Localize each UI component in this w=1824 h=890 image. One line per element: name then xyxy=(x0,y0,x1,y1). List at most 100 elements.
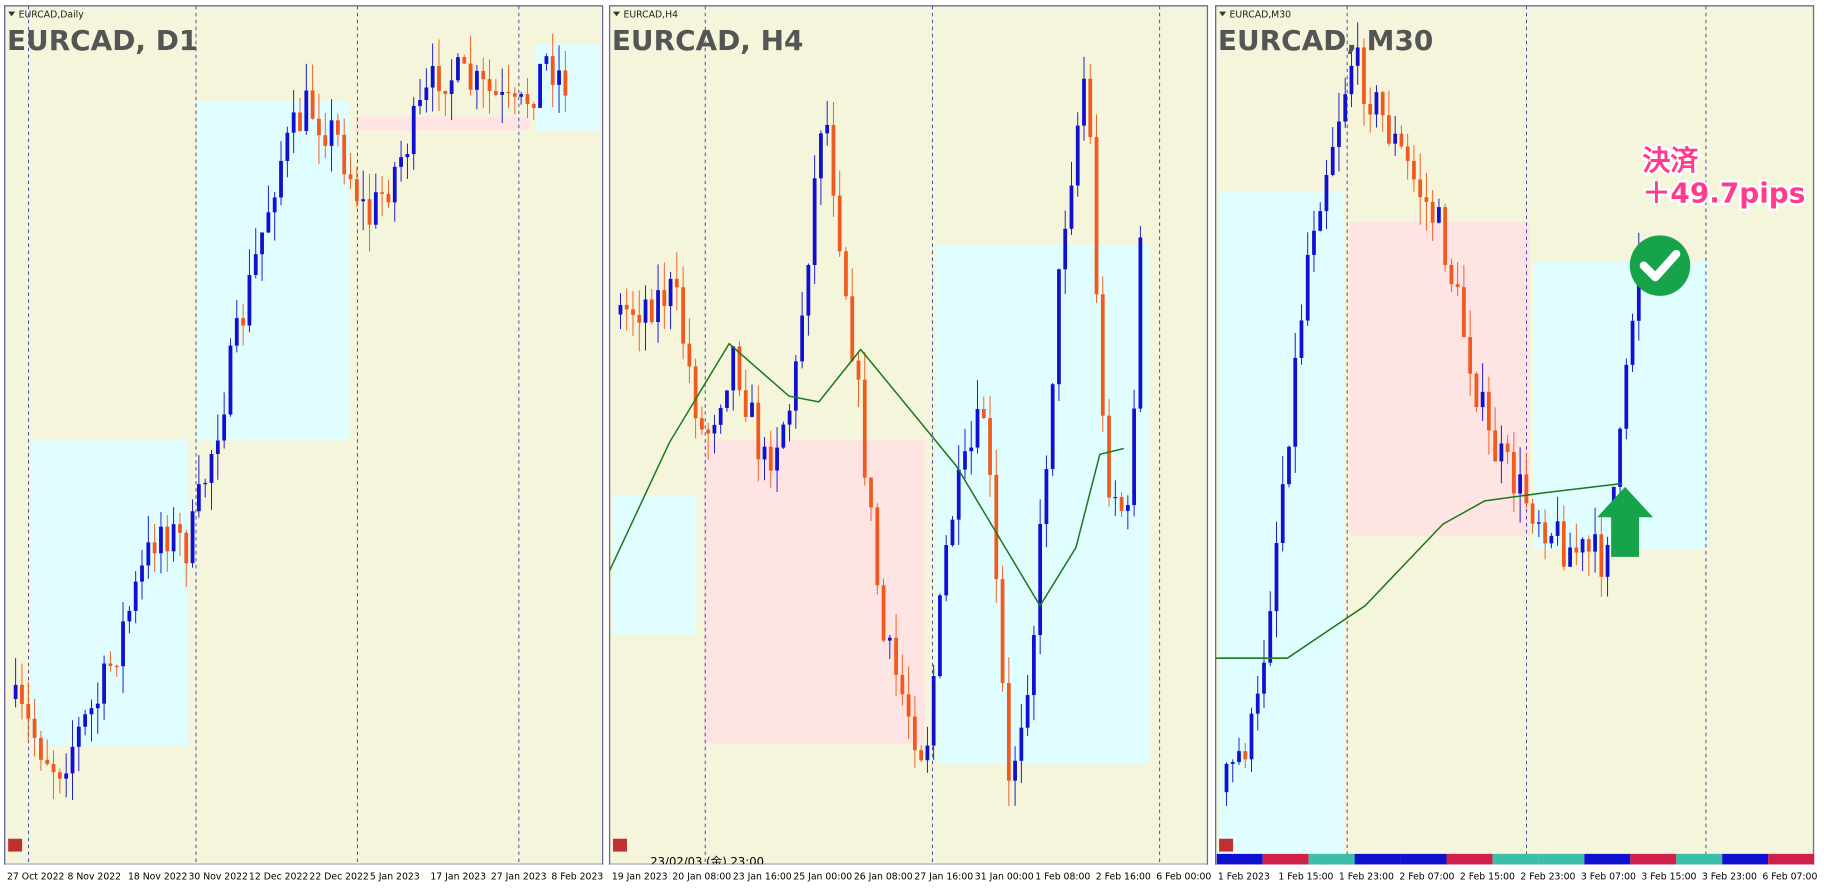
candle-body xyxy=(1249,713,1254,760)
candle-body xyxy=(919,750,924,761)
date-label: 25 Jan 00:00 xyxy=(793,872,852,883)
candle-body xyxy=(1424,197,1429,202)
candle-body xyxy=(1138,237,1143,409)
candle-body xyxy=(1230,762,1235,764)
candle-body xyxy=(323,135,328,146)
candle-body xyxy=(32,718,37,738)
candle-body xyxy=(1405,146,1410,162)
candle-body xyxy=(975,409,980,448)
candle-body xyxy=(956,469,961,520)
candle-body xyxy=(775,447,779,471)
candle-body xyxy=(1006,682,1011,781)
candle-body xyxy=(178,524,182,533)
candle-body xyxy=(1299,320,1304,358)
candle-body xyxy=(743,390,748,417)
candle-body xyxy=(1374,92,1379,115)
candle-body xyxy=(1324,174,1329,212)
candle-body xyxy=(1125,505,1130,511)
session-bar xyxy=(1216,853,1263,865)
candle-body xyxy=(76,726,81,747)
candle-body xyxy=(981,409,986,419)
date-strip xyxy=(4,864,603,886)
candle-body xyxy=(253,254,258,275)
close-button xyxy=(1219,838,1234,852)
candle-body xyxy=(241,318,246,326)
candle-body xyxy=(1455,284,1460,288)
check-mark xyxy=(1639,249,1681,282)
candle-body xyxy=(1418,179,1423,198)
date-label: 22 Dec 2022 xyxy=(309,872,368,883)
candle-body xyxy=(26,703,31,719)
candle-body xyxy=(875,507,880,586)
candle-body xyxy=(525,94,530,104)
candle-body xyxy=(1437,207,1441,223)
candle-body xyxy=(298,112,302,131)
candle-body xyxy=(718,407,723,425)
date-strip xyxy=(609,864,1208,886)
session-bar xyxy=(1584,853,1631,865)
candle-body xyxy=(367,199,372,225)
date-label: 6 Feb 00:00 xyxy=(1156,872,1211,883)
candle-body xyxy=(869,477,873,508)
candle-body xyxy=(737,346,742,391)
candle-body xyxy=(165,526,170,552)
candle-body xyxy=(1050,384,1055,470)
candle-body xyxy=(656,290,660,323)
candle-body xyxy=(538,63,542,108)
candle-body xyxy=(693,366,698,419)
candle-body xyxy=(1268,611,1273,663)
candle-body xyxy=(449,80,454,94)
candle-body xyxy=(430,65,435,88)
candle-body xyxy=(399,157,403,167)
candle-body xyxy=(1349,65,1354,95)
candle-body xyxy=(70,746,75,774)
candle-body xyxy=(756,402,761,460)
candle-body xyxy=(768,446,773,471)
candle-body xyxy=(437,65,441,92)
candle-body xyxy=(481,70,486,80)
candle-body xyxy=(1636,254,1641,321)
candle-body xyxy=(1561,521,1566,567)
zone xyxy=(197,101,349,441)
candle-body xyxy=(557,70,561,85)
candle-body xyxy=(1480,391,1485,408)
moving-average xyxy=(608,342,1124,608)
candle-body xyxy=(1262,662,1266,694)
candle-body xyxy=(1580,539,1585,553)
date-label: 5 Jan 2023 xyxy=(370,872,420,883)
candle-body xyxy=(487,79,492,92)
close-button xyxy=(8,838,23,852)
candle-body xyxy=(1449,264,1454,285)
candle-body xyxy=(45,759,50,765)
candle-body xyxy=(361,199,366,202)
candle-body xyxy=(1044,469,1049,525)
date-label: 2 Feb 23:00 xyxy=(1520,872,1575,883)
candle-body xyxy=(1586,539,1591,552)
candle-body xyxy=(1412,161,1416,180)
candle-body xyxy=(1000,579,1005,683)
candle-body xyxy=(819,133,823,179)
candle-body xyxy=(108,663,113,667)
candle-body xyxy=(159,526,163,554)
session-bar xyxy=(1354,853,1401,865)
candle-body xyxy=(1287,446,1291,485)
session-bar xyxy=(1400,853,1447,865)
date-label: 3 Feb 07:00 xyxy=(1581,872,1636,883)
candle-body xyxy=(1088,78,1093,137)
candle-body xyxy=(531,103,536,108)
candle-body xyxy=(1618,428,1622,487)
candle-body xyxy=(1549,535,1554,544)
candle-body xyxy=(906,694,911,717)
candle-body xyxy=(121,621,125,667)
session-bar xyxy=(1722,853,1769,865)
candle-body xyxy=(310,90,315,119)
date-label: 12 Dec 2022 xyxy=(249,872,308,883)
candle-body xyxy=(190,511,195,564)
session-bar xyxy=(1262,853,1309,865)
candle-body xyxy=(887,637,892,641)
candle-body xyxy=(354,179,359,202)
session-bar xyxy=(1538,853,1585,865)
candle-body xyxy=(335,120,340,135)
check-badge xyxy=(1629,235,1691,296)
